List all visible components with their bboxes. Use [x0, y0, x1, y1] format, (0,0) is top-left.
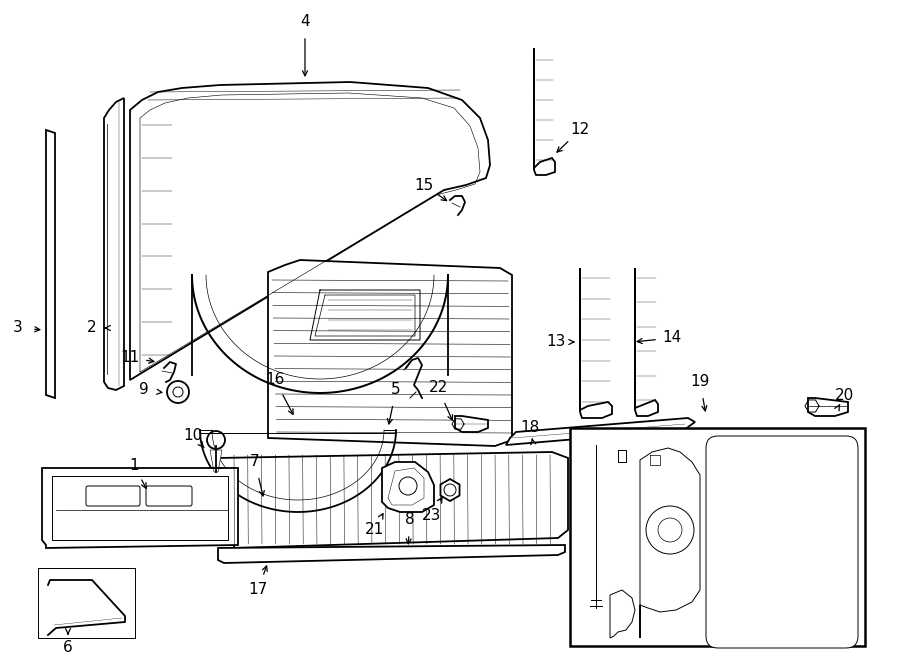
Text: 21: 21	[364, 522, 383, 537]
Polygon shape	[268, 260, 512, 446]
Text: 11: 11	[121, 350, 140, 366]
Text: 7: 7	[250, 455, 260, 469]
Text: 4: 4	[301, 15, 310, 30]
Polygon shape	[506, 418, 695, 445]
Text: 3: 3	[14, 321, 22, 336]
Text: 9: 9	[140, 383, 148, 397]
FancyBboxPatch shape	[570, 428, 865, 646]
Text: 15: 15	[414, 178, 434, 192]
Polygon shape	[382, 462, 434, 512]
Polygon shape	[218, 452, 568, 548]
Text: 13: 13	[546, 334, 566, 350]
Text: 6: 6	[63, 641, 73, 656]
Text: 23: 23	[422, 508, 442, 522]
Text: 17: 17	[248, 582, 267, 598]
FancyBboxPatch shape	[706, 436, 858, 648]
Polygon shape	[130, 82, 490, 380]
FancyBboxPatch shape	[86, 486, 140, 506]
Polygon shape	[580, 268, 612, 418]
Polygon shape	[440, 479, 460, 501]
Text: 20: 20	[835, 387, 855, 403]
Text: 14: 14	[662, 330, 681, 346]
Polygon shape	[210, 450, 222, 472]
Text: 5: 5	[392, 383, 400, 397]
Polygon shape	[640, 448, 700, 638]
Text: 12: 12	[571, 122, 590, 137]
Polygon shape	[808, 398, 848, 416]
Polygon shape	[42, 468, 238, 548]
FancyBboxPatch shape	[146, 486, 192, 506]
Polygon shape	[610, 590, 635, 638]
Text: 22: 22	[428, 381, 447, 395]
Text: 18: 18	[520, 420, 540, 436]
Text: 19: 19	[690, 375, 710, 389]
Text: 8: 8	[405, 512, 415, 527]
Circle shape	[173, 387, 183, 397]
Text: 1: 1	[130, 457, 139, 473]
Text: 10: 10	[184, 428, 202, 442]
Polygon shape	[635, 268, 658, 416]
Text: 16: 16	[266, 373, 284, 387]
Polygon shape	[455, 416, 488, 432]
Polygon shape	[104, 98, 124, 390]
Polygon shape	[46, 130, 55, 398]
Polygon shape	[218, 545, 565, 563]
Polygon shape	[534, 48, 555, 175]
Text: 2: 2	[87, 321, 97, 336]
